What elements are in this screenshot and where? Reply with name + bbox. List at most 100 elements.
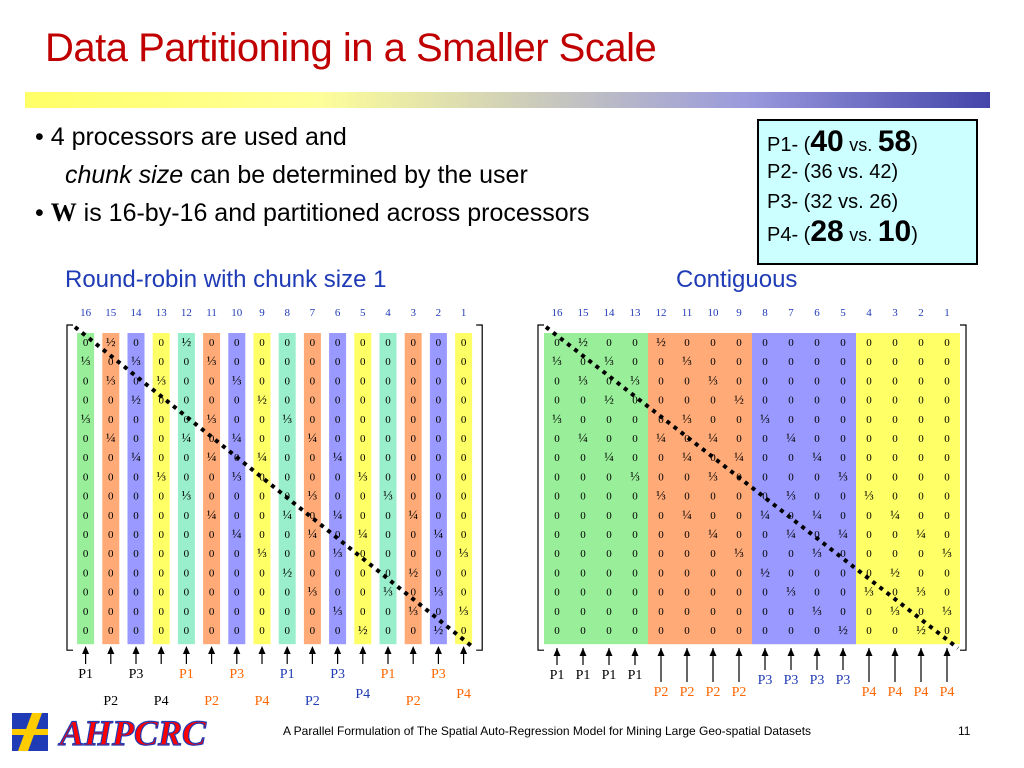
- round-robin-matrix-cell: 0: [133, 375, 139, 387]
- ratio-p3: P3- (32 vs. 26): [767, 191, 899, 213]
- contiguous-matrix-cell: 0: [632, 587, 638, 599]
- contiguous-matrix-cell: 0: [762, 491, 768, 503]
- contiguous-matrix-cell: 0: [944, 471, 950, 483]
- contiguous-matrix-cell: 0: [554, 395, 560, 407]
- round-robin-matrix-cell: ⅓: [333, 545, 343, 560]
- contiguous-column-strip: [622, 333, 648, 645]
- contiguous-matrix-cell: 0: [866, 529, 872, 541]
- round-robin-matrix-cell: 0: [234, 356, 240, 368]
- round-robin-processor-label: P1: [280, 667, 295, 682]
- contiguous-matrix-cell: 0: [710, 414, 716, 426]
- round-robin-matrix-cell: 0: [335, 356, 341, 368]
- round-robin-col-number: 8: [284, 307, 290, 319]
- contiguous-matrix-cell: 0: [840, 395, 846, 407]
- contiguous-matrix-cell: ⅓: [838, 468, 848, 483]
- contiguous-matrix-cell: 0: [580, 414, 586, 426]
- round-robin-matrix-cell: 0: [310, 337, 316, 349]
- contiguous-matrix-cell: ½: [578, 334, 588, 349]
- round-robin-col-number: 10: [231, 307, 243, 319]
- contiguous-matrix-cell: ½: [734, 392, 744, 407]
- contiguous-matrix-cell: 0: [606, 471, 612, 483]
- contiguous-column-strip: [830, 333, 856, 645]
- round-robin-matrix-cell: 0: [410, 414, 416, 426]
- contiguous-matrix-cell: 0: [866, 433, 872, 445]
- contiguous-matrix-cell: 0: [762, 625, 768, 637]
- contiguous-matrix-cell: 0: [866, 414, 872, 426]
- contiguous-arrowhead: [813, 648, 821, 656]
- round-robin-matrix-cell: 0: [461, 587, 467, 599]
- contiguous-processor-label: P1: [628, 668, 643, 683]
- round-robin-matrix-cell: 0: [410, 375, 416, 387]
- round-robin-matrix-cell: ⅓: [257, 545, 267, 560]
- round-robin-matrix-cell: 0: [385, 414, 391, 426]
- contiguous-matrix-cell: 0: [632, 356, 638, 368]
- round-robin-matrix-cell: 0: [234, 414, 240, 426]
- round-robin-matrix-cell: 0: [284, 471, 290, 483]
- round-robin-matrix-cell: 0: [335, 587, 341, 599]
- round-robin-matrix-cell: 0: [259, 491, 265, 503]
- round-robin-matrix-cell: 0: [284, 548, 290, 560]
- contiguous-matrix-cell: 0: [840, 567, 846, 579]
- bullet-2-text: is 16-by-16 and partitioned across proce…: [83, 199, 590, 227]
- round-robin-matrix-cell: 0: [133, 625, 139, 637]
- contiguous-matrix-cell: 0: [658, 375, 664, 387]
- contiguous-matrix-cell: 0: [684, 471, 690, 483]
- contiguous-matrix-cell: ⅓: [786, 488, 796, 503]
- contiguous-matrix-cell: 0: [918, 510, 924, 522]
- round-robin-matrix-cell: 0: [461, 625, 467, 637]
- round-robin-matrix-cell: 0: [410, 356, 416, 368]
- contiguous-matrix-cell: 0: [944, 452, 950, 464]
- round-robin-matrix-cell: 0: [310, 567, 316, 579]
- round-robin-matrix-cell: 0: [310, 471, 316, 483]
- round-robin-matrix-cell: 0: [310, 548, 316, 560]
- contiguous-col-number: 7: [788, 307, 794, 319]
- contiguous-column-strip: [856, 333, 882, 645]
- round-robin-matrix-cell: ⅓: [459, 545, 469, 560]
- round-robin-col-number: 4: [385, 307, 391, 319]
- round-robin-arrowhead: [182, 646, 190, 654]
- round-robin-matrix-cell: 0: [385, 606, 391, 618]
- matrix-w-symbol: W: [50, 198, 77, 227]
- bullet-item-1-continuation: chunk size can be determined by the user: [35, 156, 589, 194]
- contiguous-matrix-cell: 0: [788, 625, 794, 637]
- round-robin-matrix-cell: ⅓: [358, 468, 368, 483]
- contiguous-matrix-cell: ½: [760, 564, 770, 579]
- round-robin-column-strip: [127, 333, 145, 645]
- contiguous-matrix-cell: 0: [580, 548, 586, 560]
- contiguous-matrix-cell: 0: [684, 606, 690, 618]
- round-robin-matrix-cell: 0: [259, 625, 265, 637]
- contiguous-matrix-cell: ¼: [812, 507, 822, 522]
- round-robin-matrix-cell: 0: [385, 337, 391, 349]
- round-robin-matrix-cell: 0: [335, 471, 341, 483]
- round-robin-processor-label: P1: [179, 667, 194, 682]
- round-robin-matrix-cell: 0: [184, 414, 190, 426]
- round-robin-matrix-cell: 0: [360, 587, 366, 599]
- round-robin-matrix-cell: 0: [436, 567, 442, 579]
- round-robin-arrowhead: [384, 646, 392, 654]
- contiguous-arrowhead: [943, 648, 951, 656]
- contiguous-col-number: 16: [552, 307, 564, 319]
- contiguous-matrix-cell: 0: [788, 548, 794, 560]
- round-robin-matrix-cell: 0: [310, 375, 316, 387]
- round-robin-matrix-cell: 0: [360, 548, 366, 560]
- round-robin-processor-label: P3: [129, 667, 144, 682]
- round-robin-matrix-cell: 0: [284, 587, 290, 599]
- round-robin-matrix-cell: 0: [436, 491, 442, 503]
- round-robin-matrix-cell: 0: [108, 414, 114, 426]
- round-robin-left-bracket: [66, 324, 73, 651]
- contiguous-arrowhead: [891, 648, 899, 656]
- round-robin-matrix-cell: 0: [209, 471, 215, 483]
- contiguous-matrix-cell: 0: [684, 491, 690, 503]
- round-robin-matrix-cell: ¼: [408, 507, 418, 522]
- ratio-p1-close: ): [911, 134, 918, 156]
- contiguous-matrix-cell: 0: [606, 606, 612, 618]
- round-robin-matrix-cell: 0: [83, 337, 89, 349]
- slide-title: Data Partitioning in a Smaller Scale: [45, 26, 657, 70]
- round-robin-matrix-cell: 0: [133, 587, 139, 599]
- contiguous-column-strip: [674, 333, 700, 645]
- contiguous-matrix-cell: 0: [710, 625, 716, 637]
- contiguous-matrix-cell: 0: [658, 356, 664, 368]
- bullet-1-rest: can be determined by the user: [190, 161, 528, 189]
- contiguous-matrix-cell: 0: [840, 606, 846, 618]
- round-robin-matrix-cell: 0: [108, 395, 114, 407]
